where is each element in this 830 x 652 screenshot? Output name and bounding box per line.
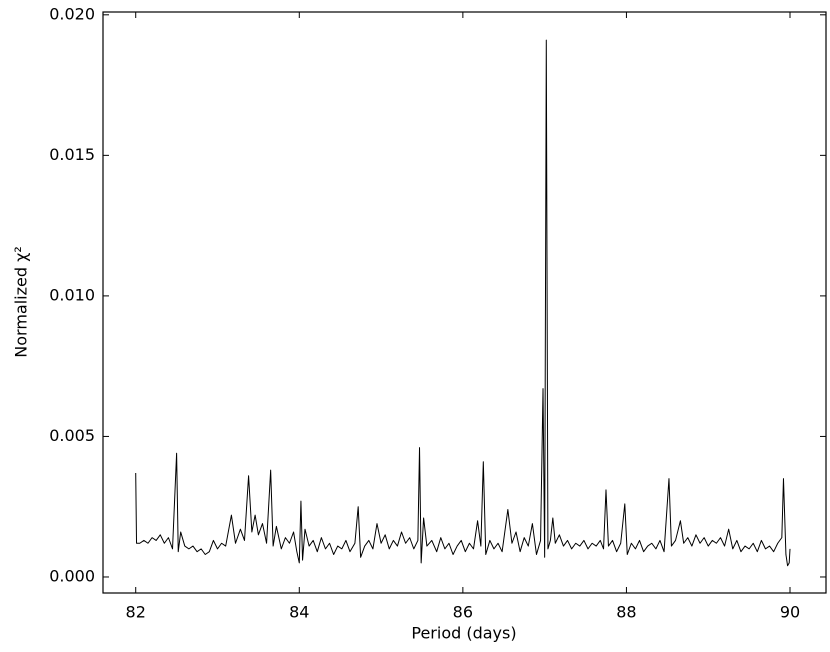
x-tick-label: 84 — [289, 603, 309, 622]
data-line — [135, 39, 791, 567]
plot-frame — [102, 11, 827, 594]
x-tick-label: 82 — [126, 603, 146, 622]
x-tick-label: 86 — [453, 603, 473, 622]
y-tick-label: 0.010 — [49, 285, 95, 304]
y-axis-label: Normalized χ² — [12, 246, 31, 357]
y-tick-label: 0.005 — [49, 426, 95, 445]
y-tick-label: 0.020 — [49, 4, 95, 23]
x-tick-label: 88 — [616, 603, 636, 622]
y-tick-label: 0.015 — [49, 145, 95, 164]
x-tick-label: 90 — [780, 603, 800, 622]
y-tick-label: 0.000 — [49, 566, 95, 585]
x-axis-label: Period (days) — [411, 624, 516, 643]
